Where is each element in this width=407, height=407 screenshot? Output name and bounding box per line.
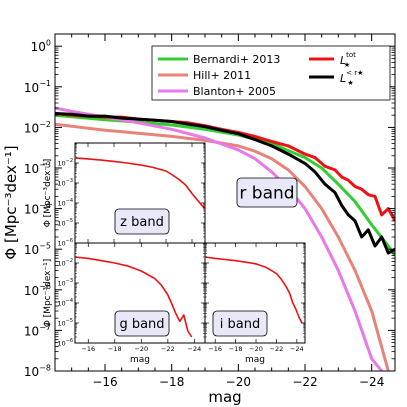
inset-z-y-tick-label: 10−4 [57,198,73,208]
inset-g-lines [75,256,193,338]
inset-z-y-tick-label: 10−3 [57,178,73,188]
inset-g-x-axis-label: mag [130,355,150,365]
band-label-z: z band [120,215,164,230]
band-label-r: r band [239,184,294,204]
inset-z-y-tick-label: 10−5 [57,218,73,228]
main-x-ticks: −16 −18 −20 −22 −24 [71,34,384,389]
main-x-tick-label: −24 [359,375,384,389]
inset-g-x-tick-label: −18 [108,345,122,353]
legend-label-hill: Hill+ 2011 [193,69,251,82]
main-y-tick-label: 10−3 [24,160,51,176]
main-axes: −16 −18 −20 −22 −2410−810−710−610−510−410−31… [2,33,396,406]
legend-label-bernardi: Bernardi+ 2013 [193,53,280,66]
inset-i-x-tick-label: −24 [290,345,304,353]
main-y-tick-label: 10−7 [24,323,51,339]
inset-i-x-tick-label: −18 [229,345,243,353]
inset-z-lines [75,157,205,210]
main-x-tick-label: −20 [226,375,251,389]
main-y-tick-label: 10−2 [24,120,51,136]
legend-box [151,45,391,101]
band-label-g: g band [119,317,164,332]
legend-label-blanton: Blanton+ 2005 [193,85,276,98]
main-plot-frame [54,33,396,372]
main-y-tick-label: 10−8 [24,363,51,379]
main-y-tick-label: 10−4 [24,201,51,217]
main-plot-lines [55,106,395,371]
inset-z-y-tick-label: 10−2 [57,158,73,168]
main-y-tick-label: 10−5 [24,242,51,258]
inset-z-y-axis-label: Φ [Mpc⁻³dex⁻¹] [43,159,53,228]
band-label-g-box [114,310,170,337]
main-y-ticks: 10−8 10−7 10−6 10−5 10−4 10−3 10−2 10−1 100 [24,39,395,379]
main-series-blanton [55,106,383,371]
inset-z-series [75,157,205,210]
inset-g-y-tick-label: 10−6 [57,338,73,348]
inset-i-x-tick-label: −16 [208,345,222,353]
inset-g-panel: 10−6 10−5 10−4 10−3 10−2 −16 −18 −20 −22 −24 mag Φ … [43,242,206,365]
inset-g-x-tick-label: −24 [188,345,202,353]
legend-label-lrstar: L< r★ ★ [340,69,363,87]
band-label-i-box [212,310,268,337]
main-series-lrstar [55,112,395,255]
inset-i-x-tick-label: −20 [249,345,263,353]
legend-label-ltot: Ltot ★ [340,51,356,69]
main-x-tick-label: −18 [159,375,184,389]
main-y-tick-label: 10−1 [24,79,51,95]
main-y-axis-label: Φ [Mpc⁻³dex⁻¹] [2,145,20,259]
inset-i-x-tick-label: −22 [270,345,284,353]
main-x-tick-label: −22 [292,375,317,389]
main-x-tick-label: −16 [92,375,117,389]
band-labels: r band z band g band i band [114,177,298,337]
inset-g-y-axis-label: Φ [Mpc⁻³dex⁻¹] [43,259,53,328]
inset-z-y-tick-label: 10−6 [57,238,73,248]
inset-g-y-tick-label: 10−4 [57,298,73,308]
inset-g-x-tick-label: −20 [134,345,148,353]
band-label-r-box [236,177,298,208]
main-series-hill [55,122,390,371]
legend: Bernardi+ 2013 Hill+ 2011 Blanton+ 2005 Lto… [151,45,391,101]
inset-g-y-tick-label: 10−2 [57,258,73,268]
inset-i-panel: −16 −18 −20 −22 −24 mag [204,242,306,365]
band-label-z-box [114,208,170,235]
inset-g-x-tick-label: −16 [81,345,95,353]
main-x-axis-label: mag [208,388,241,406]
inset-g-x-tick-label: −22 [161,345,175,353]
inset-i-x-axis-label: mag [245,355,265,365]
inset-g-y-tick-label: 10−3 [57,278,73,288]
inset-g-y-tick-label: 10−5 [57,318,73,328]
main-y-tick-label: 100 [31,39,51,55]
inset-i-lines [205,256,303,324]
inset-g-series [75,256,193,338]
main-y-tick-label: 10−6 [24,282,51,298]
band-label-i: i band [220,317,260,332]
inset-i-series [205,256,303,324]
